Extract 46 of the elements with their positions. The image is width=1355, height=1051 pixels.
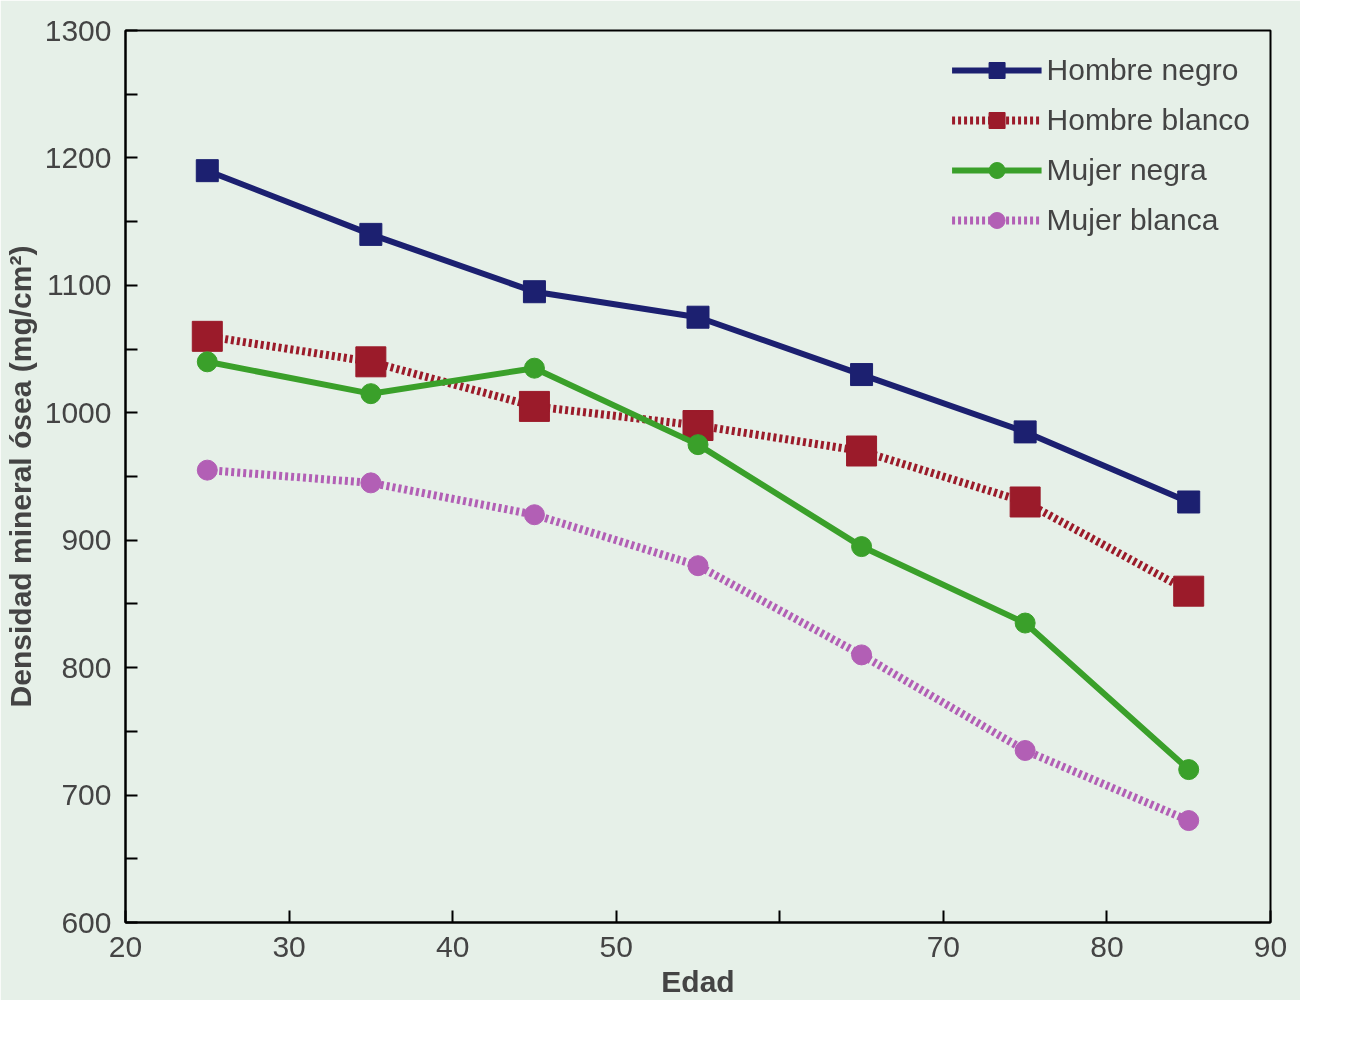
point <box>196 351 218 373</box>
point <box>355 346 387 378</box>
point <box>1178 810 1200 832</box>
point <box>1013 420 1037 444</box>
x-tick-label: 30 <box>272 929 306 963</box>
point <box>518 390 550 422</box>
y-tick-label: 1000 <box>44 395 112 429</box>
point <box>1014 612 1036 634</box>
y-tick-label: 1300 <box>44 13 112 47</box>
legend-label: Hombre blanco <box>1046 103 1250 137</box>
y-tick-label: 1100 <box>46 268 112 302</box>
point <box>846 435 878 467</box>
point <box>850 363 874 387</box>
y-tick-label: 800 <box>61 650 112 684</box>
point <box>687 434 709 456</box>
y-tick-label: 900 <box>61 523 112 557</box>
point <box>522 280 546 304</box>
point <box>851 536 873 558</box>
point <box>191 320 223 352</box>
y-tick-label: 1200 <box>44 140 112 174</box>
point <box>360 472 382 494</box>
x-tick-label: 80 <box>1090 929 1124 963</box>
point <box>851 644 873 666</box>
legend-label: Mujer negra <box>1046 153 1207 187</box>
point <box>360 383 382 405</box>
x-tick-label: 70 <box>926 929 961 963</box>
x-tick-label: 50 <box>599 929 633 963</box>
point <box>195 159 219 183</box>
point <box>1009 486 1041 518</box>
point <box>196 459 218 481</box>
point <box>1014 739 1036 761</box>
y-tick-label: 700 <box>61 778 112 812</box>
legend-label: Mujer blanca <box>1046 203 1219 237</box>
point <box>687 555 709 577</box>
x-axis-title: Edad <box>661 964 735 998</box>
point <box>1177 490 1201 514</box>
point <box>523 357 545 379</box>
x-tick-label: 90 <box>1253 929 1288 963</box>
legend-label: Hombre negro <box>1046 53 1239 87</box>
point <box>523 504 545 526</box>
point <box>1178 759 1200 781</box>
point <box>686 305 710 329</box>
y-axis-title: Densidad mineral ósea (mg/cm²) <box>3 245 37 708</box>
point <box>359 222 383 246</box>
point <box>1173 575 1205 607</box>
x-tick-label: 40 <box>435 929 470 963</box>
